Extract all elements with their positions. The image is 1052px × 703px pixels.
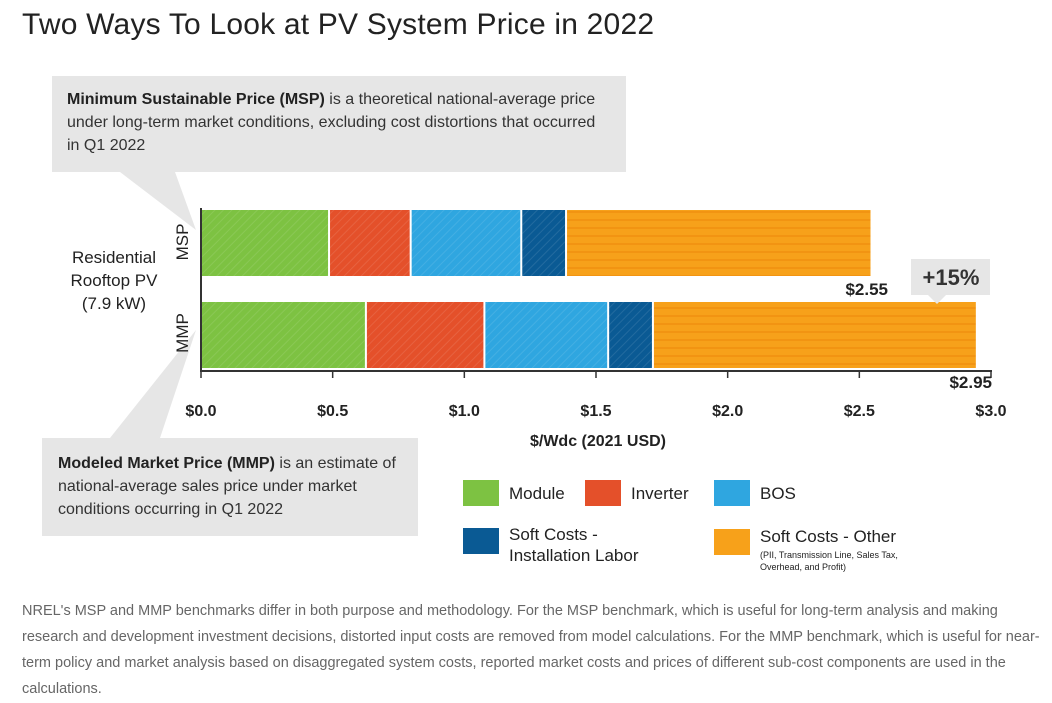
legend-label-other-group: Soft Costs - Other (PII, Transmission Li…	[760, 526, 898, 573]
msp-callout-pointer	[120, 172, 196, 230]
page-title: Two Ways To Look at PV System Price in 2…	[22, 8, 655, 41]
legend-label-labor-line1: Soft Costs -	[509, 525, 598, 544]
msp-callout-bold: Minimum Sustainable Price (MSP)	[67, 91, 325, 108]
footnote: NREL's MSP and MMP benchmarks differ in …	[22, 603, 1040, 697]
bar-mmp-soft-costs-other	[653, 302, 976, 368]
bar-texture-mmp-2	[485, 302, 608, 368]
x-axis-label: $/Wdc (2021 USD)	[530, 433, 666, 450]
row-label-msp: MSP	[173, 223, 192, 261]
legend-swatch-inverter	[585, 480, 621, 506]
bars-group	[201, 210, 976, 368]
msp-callout: Minimum Sustainable Price (MSP) is a the…	[52, 76, 626, 172]
legend-item-labor: Soft Costs - Installation Labor	[463, 524, 638, 566]
increase-annotation-text: +15%	[923, 265, 980, 290]
bar-texture-mmp-1	[366, 302, 484, 368]
total-label-mmp: $2.95	[949, 373, 992, 392]
total-label-msp: $2.55	[845, 280, 888, 299]
legend-label-bos: BOS	[760, 484, 796, 503]
legend-item-bos: BOS	[714, 480, 796, 506]
msp-callout-text: is a theoretical national-average price …	[67, 91, 596, 154]
mmp-callout-bold: Modeled Market Price (MMP)	[58, 455, 275, 472]
mmp-callout: Modeled Market Price (MMP) is an estimat…	[42, 438, 418, 536]
x-ticks-group: $0.0 $0.5 $1.0 $1.5 $2.0 $2.5 $3.0	[185, 371, 1007, 420]
bar-texture-mmp-3	[609, 302, 652, 368]
legend-item-inverter: Inverter	[585, 480, 689, 506]
legend-swatch-module	[463, 480, 499, 506]
legend-swatch-bos	[714, 480, 750, 506]
x-tick-label-2: $1.0	[449, 403, 480, 420]
bar-texture-msp-0	[201, 210, 329, 276]
bar-texture-mmp-0	[201, 302, 365, 368]
legend-label-inverter: Inverter	[631, 484, 689, 503]
legend-item-other: Soft Costs - Other (PII, Transmission Li…	[714, 526, 898, 573]
x-tick-label-4: $2.0	[712, 403, 743, 420]
x-tick-label-0: $0.0	[185, 403, 216, 420]
x-tick-label-3: $1.5	[580, 403, 611, 420]
bar-texture-msp-2	[411, 210, 521, 276]
legend-label-other: Soft Costs - Other	[760, 527, 897, 546]
legend-label-labor: Soft Costs - Installation Labor	[509, 524, 638, 566]
legend-label-module: Module	[509, 484, 565, 503]
bar-texture-msp-1	[330, 210, 410, 276]
legend-sub-other-line1: (PII, Transmission Line, Sales Tax,	[760, 550, 898, 560]
legend-item-module: Module	[463, 480, 565, 506]
mmp-callout-text: is an estimate of national-average sales…	[58, 455, 396, 518]
x-tick-label-6: $3.0	[975, 403, 1006, 420]
legend-label-labor-line2: Installation Labor	[509, 546, 639, 565]
row-group-label: Residential Rooftop PV (7.9 kW)	[70, 248, 158, 313]
x-tick-label-5: $2.5	[844, 403, 875, 420]
x-tick-label-1: $0.5	[317, 403, 348, 420]
mmp-callout-pointer	[110, 330, 196, 438]
legend-swatch-labor	[463, 528, 499, 554]
stacked-bar-chart: $0.0 $0.5 $1.0 $1.5 $2.0 $2.5 $3.0 $/Wdc (2021…	[110, 172, 1007, 450]
legend-swatch-other	[714, 529, 750, 555]
row-label-mmp: MMP	[173, 313, 192, 353]
increase-annotation: +15%	[911, 259, 990, 304]
bar-texture-msp-3	[522, 210, 566, 276]
bar-msp-soft-costs-other	[567, 210, 871, 276]
legend-sub-other-line2: Overhead, and Profit)	[760, 562, 847, 572]
